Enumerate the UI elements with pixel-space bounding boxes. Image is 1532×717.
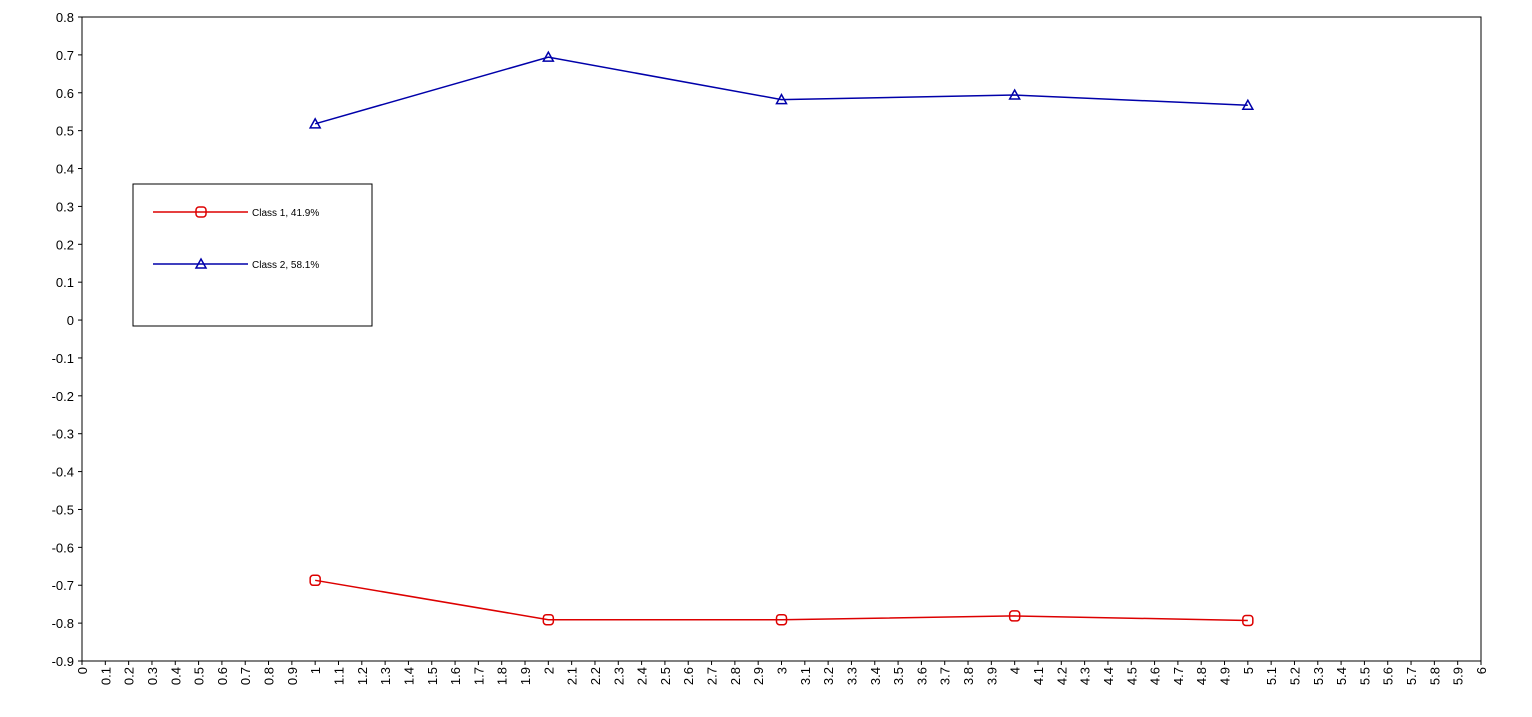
x-tick-label: 5 <box>1241 667 1256 674</box>
x-tick-label: 3.3 <box>844 667 859 685</box>
x-tick-label: 2.4 <box>635 667 650 685</box>
x-tick-label: 2.8 <box>728 667 743 685</box>
x-tick-label: 3.4 <box>868 667 883 685</box>
x-tick-label: 4.9 <box>1218 667 1233 685</box>
x-tick-label: 4.7 <box>1171 667 1186 685</box>
x-tick-label: 2.5 <box>658 667 673 685</box>
legend-box <box>132 183 373 327</box>
x-tick-label: 4.3 <box>1078 667 1093 685</box>
x-tick-label: 3.9 <box>984 667 999 685</box>
y-tick-label: 0 <box>67 313 74 328</box>
x-tick-label: 3.1 <box>798 667 813 685</box>
x-tick-label: 3.6 <box>914 667 929 685</box>
x-tick-label: 6 <box>1474 667 1489 674</box>
y-tick-label: -0.4 <box>52 465 74 480</box>
x-tick-label: 1.8 <box>495 667 510 685</box>
x-tick-label: 3.5 <box>891 667 906 685</box>
y-tick-label: 0.2 <box>56 237 74 252</box>
y-tick-label: 0.6 <box>56 86 74 101</box>
x-tick-label: 0.9 <box>285 667 300 685</box>
y-tick-label: -0.5 <box>52 502 74 517</box>
x-tick-label: 3.2 <box>821 667 836 685</box>
y-tick-label: 0.4 <box>56 162 74 177</box>
data-point <box>309 574 321 587</box>
x-tick-label: 0.8 <box>262 667 277 685</box>
x-tick-label: 0.1 <box>98 667 113 685</box>
x-tick-label: 5.5 <box>1357 667 1372 685</box>
x-tick-label: 2 <box>541 667 556 674</box>
data-point <box>542 613 555 626</box>
y-tick-label: -0.9 <box>52 654 74 669</box>
y-tick-label: -0.3 <box>52 427 74 442</box>
series-line <box>314 56 1248 125</box>
x-tick-label: 1.7 <box>471 667 486 685</box>
x-tick-label: 1.3 <box>378 667 393 685</box>
x-tick-label: 3.8 <box>961 667 976 685</box>
x-tick-label: 3.7 <box>938 667 953 685</box>
y-tick-label: -0.1 <box>52 351 74 366</box>
x-tick-label: 5.6 <box>1381 667 1396 685</box>
y-tick-label: -0.6 <box>52 540 74 555</box>
data-point <box>775 93 788 105</box>
x-tick-label: 4 <box>1008 667 1023 674</box>
x-tick-label: 5.7 <box>1404 667 1419 685</box>
data-point <box>1008 610 1021 622</box>
x-tick-label: 5.1 <box>1264 667 1279 685</box>
data-point <box>1008 88 1021 100</box>
x-tick-label: 3 <box>775 667 790 674</box>
y-tick-label: 0.8 <box>56 10 74 25</box>
x-tick-label: 5.9 <box>1451 667 1466 685</box>
y-tick-label: 0.1 <box>56 275 74 290</box>
x-tick-label: 1 <box>308 667 323 674</box>
y-tick-label: -0.8 <box>52 616 74 631</box>
x-tick-label: 4.4 <box>1101 667 1116 685</box>
x-tick-label: 2.9 <box>751 667 766 685</box>
x-tick-label: 2.1 <box>565 667 580 685</box>
x-tick-label: 1.2 <box>355 667 370 685</box>
legend-label: Class 2, 58.1% <box>252 260 319 271</box>
x-tick-label: 4.5 <box>1124 667 1139 685</box>
x-tick-label: 5.4 <box>1334 667 1349 685</box>
x-tick-label: 5.2 <box>1287 667 1302 685</box>
y-tick-label: -0.7 <box>52 578 74 593</box>
legend-marker <box>194 257 208 269</box>
x-tick-label: 0.4 <box>168 667 183 685</box>
x-tick-label: 2.7 <box>705 667 720 685</box>
data-point <box>775 613 788 626</box>
x-tick-label: 1.1 <box>331 667 346 685</box>
x-tick-label: 4.8 <box>1194 667 1209 685</box>
data-point <box>1242 614 1254 627</box>
y-tick-label: -0.2 <box>52 389 74 404</box>
x-tick-label: 0.5 <box>192 667 207 685</box>
plot-area <box>81 16 1482 662</box>
legend-marker <box>195 206 207 218</box>
x-tick-label: 5.8 <box>1427 667 1442 685</box>
y-tick-label: 0.7 <box>56 48 74 63</box>
x-tick-label: 1.6 <box>448 667 463 685</box>
x-tick-label: 0.6 <box>215 667 230 685</box>
y-tick-label: 0.5 <box>56 124 74 139</box>
legend-label: Class 1, 41.9% <box>252 208 319 219</box>
data-point <box>1241 98 1255 111</box>
x-tick-label: 4.1 <box>1031 667 1046 685</box>
x-tick-label: 0.3 <box>145 667 160 685</box>
x-tick-label: 2.2 <box>588 667 603 685</box>
x-tick-label: 0.7 <box>238 667 253 685</box>
x-tick-label: 1.9 <box>518 667 533 685</box>
x-tick-label: 1.5 <box>425 667 440 685</box>
x-tick-label: 1.4 <box>401 667 416 685</box>
y-tick-label: 0.3 <box>56 199 74 214</box>
x-tick-label: 5.3 <box>1311 667 1326 685</box>
x-tick-label: 2.6 <box>681 667 696 685</box>
data-point <box>308 117 322 129</box>
x-tick-label: 0.2 <box>122 667 137 685</box>
x-tick-label: 2.3 <box>611 667 626 685</box>
series-line <box>315 579 1248 622</box>
x-tick-label: 4.6 <box>1148 667 1163 685</box>
x-tick-label: 4.2 <box>1054 667 1069 685</box>
x-tick-label: 0 <box>75 667 90 674</box>
data-point <box>542 50 555 62</box>
